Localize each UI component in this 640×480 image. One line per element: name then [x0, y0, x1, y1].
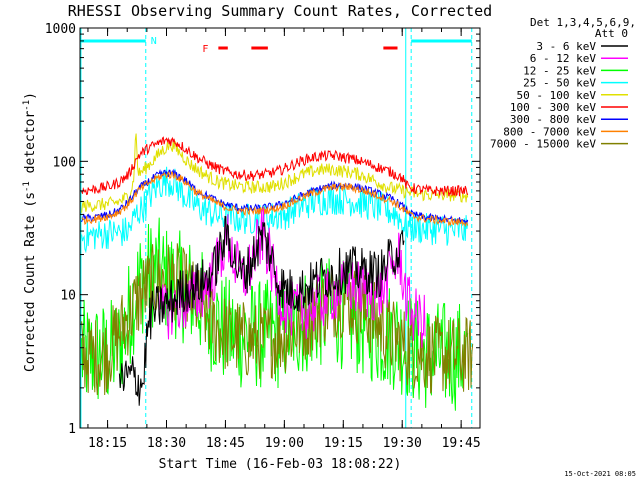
legend-entry-label: 100 - 300 keV	[510, 101, 596, 114]
x-tick-label: 18:15	[88, 436, 127, 451]
y-tick-label: 1	[68, 422, 76, 437]
x-tick-label: 19:00	[265, 436, 304, 451]
footer-timestamp: 15-Oct-2021 08:05	[564, 470, 636, 478]
y-tick-label: 10	[60, 289, 76, 304]
legend-entry-label: 12 - 25 keV	[523, 64, 596, 77]
y-axis-label: Corrected Count Rate (s-1 detector-1)	[22, 92, 38, 372]
y-axis-label-exponent: -1	[22, 181, 32, 192]
series-line	[81, 243, 474, 396]
series-100-300-kev	[81, 136, 469, 197]
series-line	[118, 215, 405, 406]
series-line	[81, 133, 469, 213]
series-7000-15000-kev	[81, 243, 474, 396]
night-label: N	[151, 36, 157, 47]
legend-entry-label: 300 - 800 keV	[510, 113, 596, 126]
legend-entry-label: 800 - 7000 keV	[503, 125, 596, 138]
y-axis-label-part: detector	[23, 111, 38, 182]
series-layer	[81, 133, 474, 411]
series-line	[81, 170, 469, 228]
flare-label: F	[202, 44, 208, 55]
series-12-25-kev	[81, 217, 469, 411]
series-50-100-kev	[81, 133, 469, 213]
x-tick-label: 18:30	[147, 436, 186, 451]
annotation-layer: NF	[80, 28, 473, 428]
y-tick-label: 100	[53, 155, 76, 170]
plot-frame	[79, 27, 481, 429]
x-tick-label: 19:15	[324, 436, 363, 451]
legend-entry-label: 25 - 50 keV	[523, 77, 596, 90]
x-axis-label: Start Time (16-Feb-03 18:08:22)	[159, 457, 402, 472]
x-tick-label: 19:30	[383, 436, 422, 451]
y-axis-label-part: )	[23, 92, 38, 100]
series-3-6-kev	[118, 215, 405, 406]
x-tick-label: 19:45	[442, 436, 481, 451]
legend-entry-label: 7000 - 15000 keV	[490, 138, 596, 151]
y-tick-label: 1000	[45, 22, 76, 37]
legend-entry-label: 50 - 100 keV	[517, 89, 597, 102]
legend-entry-label: 3 - 6 keV	[536, 40, 596, 53]
series-line	[81, 166, 469, 254]
series-line	[81, 217, 469, 411]
series-line	[81, 136, 469, 197]
axes-layer: 1 10 100 1000 18:15 18:30 18:45 19:00 19:15 19:30…	[45, 22, 481, 451]
series-800-7000-kev	[81, 170, 469, 228]
x-tick-label: 18:45	[206, 436, 245, 451]
series-25-50-kev	[81, 166, 469, 254]
y-axis-label-exponent: -1	[22, 100, 32, 111]
legend-header: Det 1,3,4,5,6,9,	[530, 16, 636, 29]
chart-title: RHESSI Observing Summary Count Rates, Co…	[68, 2, 492, 20]
legend-entry-label: 6 - 12 keV	[530, 52, 597, 65]
legend-header-attenuator: Att 0	[595, 27, 628, 40]
y-axis-label-part: Corrected Count Rate (s	[23, 192, 38, 372]
